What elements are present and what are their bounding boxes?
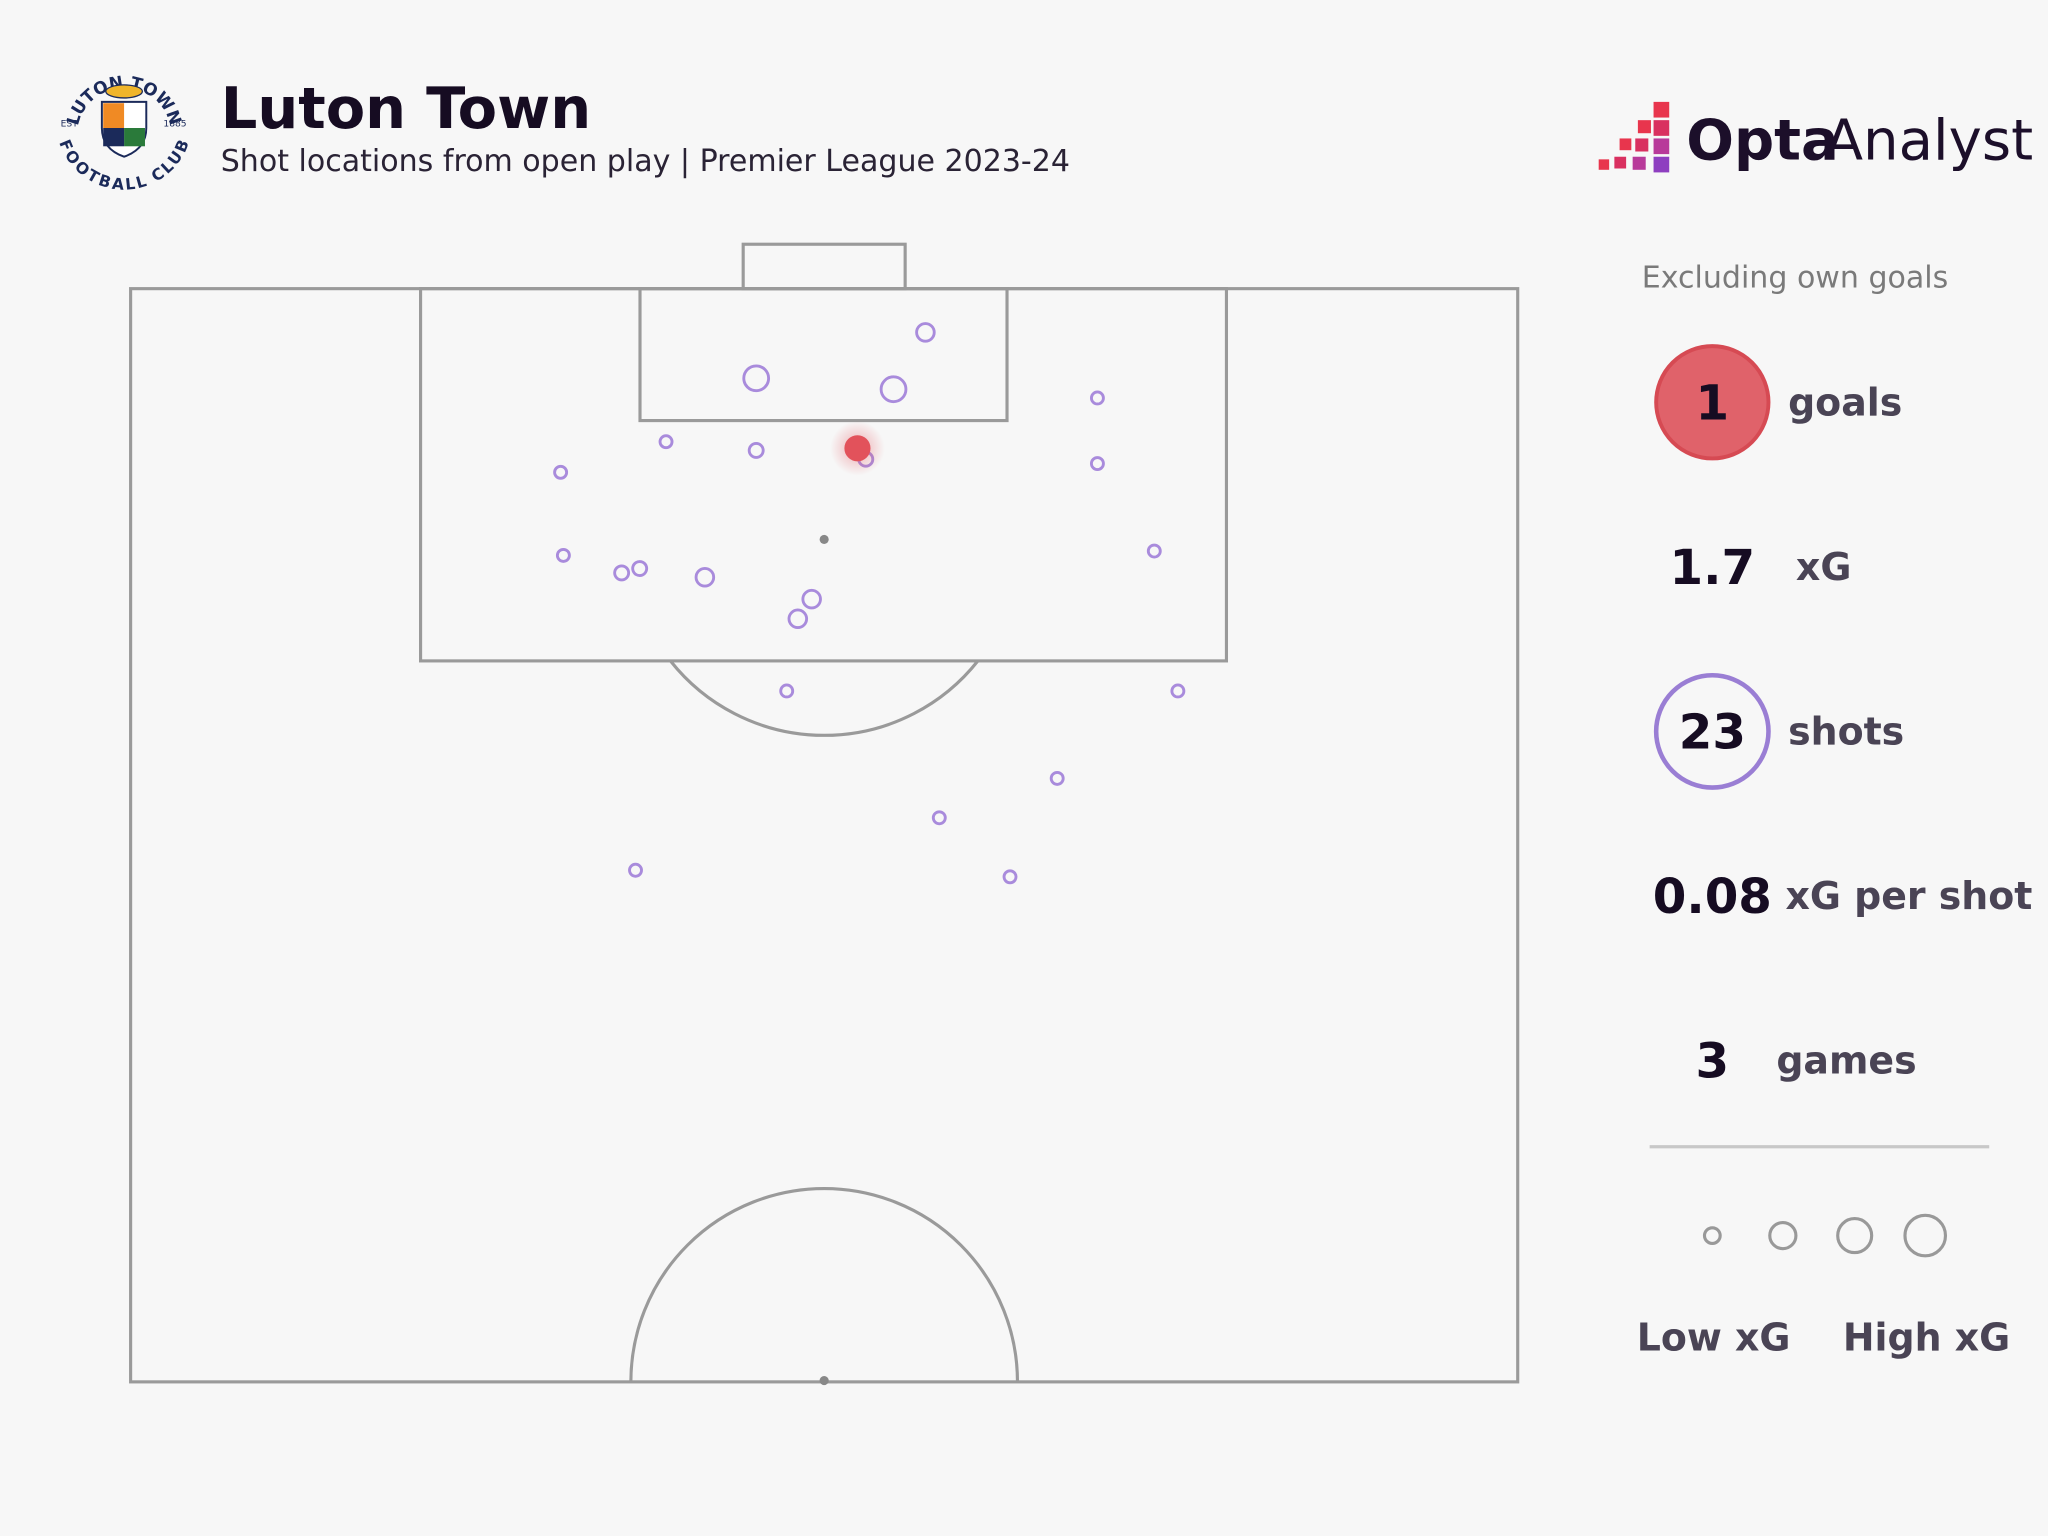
shot [694,567,716,588]
stat-value: 3 [1696,1034,1730,1090]
title: Luton Town [221,75,591,142]
goal-shot [844,435,871,462]
stat-label: games [1776,1039,1916,1083]
shot [931,810,947,826]
goals-badge [1654,344,1771,461]
shot [915,322,936,343]
legend-low: Low xG [1637,1316,1791,1360]
brand-logo: Opta Analyst [1598,101,2034,173]
shot [801,588,822,610]
shot [1002,869,1018,885]
shot [747,442,765,459]
shot [1089,456,1105,472]
stat-value: 1 [1696,375,1730,431]
stat-value: 0.08 [1653,869,1772,925]
club-badge: LUTON TOWN FOOTBALL CLUB EST 1885 [55,60,193,194]
stat-label: xG [1796,545,1852,589]
shot [658,434,674,450]
stat-label: xG per shot [1785,874,2032,918]
stat-value: 1.7 [1670,540,1756,596]
brand-light: Analyst [1825,108,2034,173]
shot [787,608,809,630]
badge-right: 1885 [163,120,186,130]
brand-bold: Opta [1686,108,1839,173]
legend-high: High xG [1843,1316,2010,1360]
shot [553,464,569,480]
subtitle: Shot locations from open play | Premier … [221,144,1070,179]
shot [631,560,649,577]
shot [613,564,631,582]
shot [879,375,908,404]
shot [1089,390,1105,406]
shot [1146,543,1162,559]
stat-label: shots [1788,709,1904,753]
shots-badge [1653,672,1771,790]
shot [742,364,771,393]
stat-value: 23 [1679,704,1746,760]
shot [1049,770,1065,786]
note: Excluding own goals [1642,260,1949,295]
shot [555,547,571,563]
shot [1170,683,1186,699]
size-legend [1702,1213,1948,1258]
shot [628,862,643,878]
pitch [129,242,1520,1386]
badge-left: EST [61,120,79,130]
stat-label: goals [1788,380,1902,424]
shot [779,683,795,699]
